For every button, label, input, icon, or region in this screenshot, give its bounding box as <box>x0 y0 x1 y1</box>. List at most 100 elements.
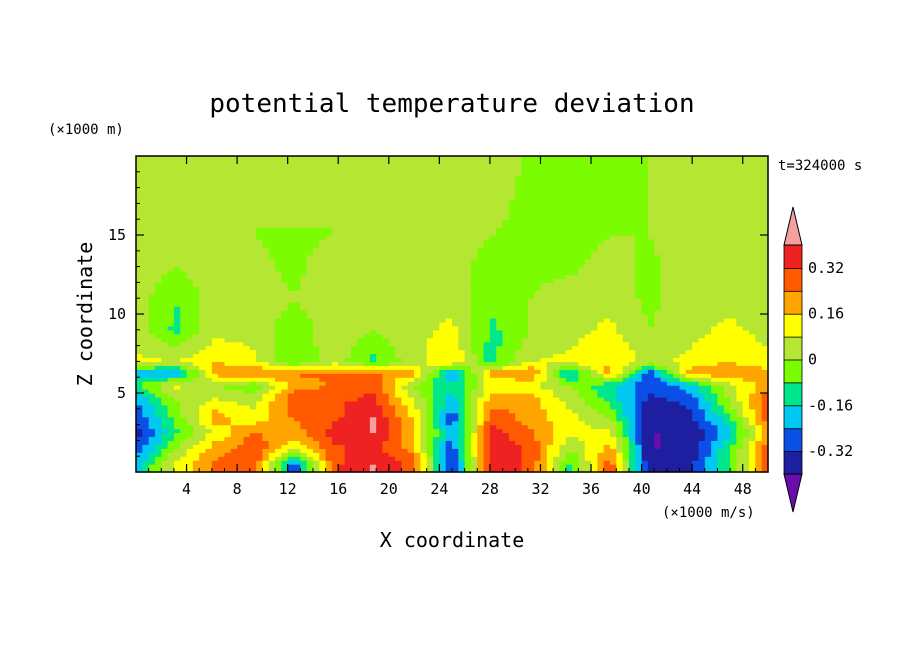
heatmap-cell <box>641 373 649 378</box>
heatmap-cell <box>407 278 415 283</box>
heatmap-cell <box>591 448 598 453</box>
heatmap-cell <box>496 306 504 311</box>
heatmap-cell <box>622 389 630 394</box>
heatmap-cell <box>452 377 459 382</box>
heatmap-cell <box>262 278 270 283</box>
heatmap-cell <box>369 353 377 359</box>
heatmap-cell <box>433 460 440 465</box>
heatmap-cell <box>470 317 478 323</box>
heatmap-cell <box>312 396 320 402</box>
heatmap-cell <box>717 349 725 355</box>
heatmap-cell <box>148 321 156 327</box>
heatmap-cell <box>717 306 725 311</box>
heatmap-cell <box>470 404 478 410</box>
heatmap-cell <box>698 408 706 414</box>
heatmap-cell <box>534 333 542 339</box>
heatmap-cell <box>559 412 567 418</box>
heatmap-cell <box>578 365 586 370</box>
heatmap-cell <box>344 349 352 355</box>
heatmap-cell <box>445 448 453 453</box>
heatmap-cell <box>666 333 674 339</box>
heatmap-cell <box>496 460 504 465</box>
heatmap-cell <box>603 310 611 315</box>
heatmap-cell <box>452 381 459 386</box>
heatmap-cell <box>635 365 643 370</box>
heatmap-cell <box>717 357 725 362</box>
heatmap-cell <box>407 444 415 449</box>
heatmap-cell <box>603 396 611 402</box>
heatmap-cell <box>502 282 510 287</box>
heatmap-cell <box>268 341 276 347</box>
heatmap-cell <box>464 468 472 473</box>
heatmap-cell <box>553 333 561 339</box>
heatmap-cell <box>603 381 611 386</box>
heatmap-cell <box>167 396 175 402</box>
heatmap-cell <box>275 278 282 283</box>
heatmap-cell <box>180 282 188 287</box>
heatmap-cell <box>186 337 194 343</box>
heatmap-cell <box>502 389 510 394</box>
heatmap-cell <box>660 337 668 343</box>
heatmap-cell <box>666 357 674 362</box>
heatmap-cell <box>426 302 434 307</box>
heatmap-cell <box>553 385 561 390</box>
heatmap-cell <box>730 440 737 445</box>
heatmap-cell <box>698 317 706 323</box>
heatmap-cell <box>312 440 320 445</box>
heatmap-cell <box>584 306 592 311</box>
heatmap-cell <box>660 345 668 351</box>
heatmap-cell <box>331 412 339 418</box>
heatmap-cell <box>154 298 162 303</box>
heatmap-cell <box>173 321 181 327</box>
heatmap-cell <box>540 396 548 402</box>
heatmap-cell <box>628 436 636 441</box>
heatmap-cell <box>610 325 617 331</box>
heatmap-cell <box>730 278 737 283</box>
heatmap-cell <box>660 412 668 418</box>
heatmap-cell <box>591 306 598 311</box>
heatmap-cell <box>420 468 428 473</box>
heatmap-cell <box>142 448 150 453</box>
heatmap-cell <box>508 286 516 291</box>
heatmap-cell <box>167 432 175 438</box>
heatmap-cell <box>553 274 561 280</box>
heatmap-cell <box>673 278 681 283</box>
heatmap-cell <box>679 290 687 295</box>
heatmap-cell <box>641 278 649 283</box>
heatmap-cell <box>628 302 636 307</box>
heatmap-cell <box>312 337 320 343</box>
heatmap-cell <box>723 314 731 319</box>
heatmap-cell <box>192 416 200 422</box>
heatmap-cell <box>414 278 421 283</box>
heatmap-cell <box>414 282 421 287</box>
heatmap-cell <box>161 361 169 366</box>
heatmap-cell <box>306 317 314 323</box>
heatmap-cell <box>698 278 706 283</box>
heatmap-cell <box>136 381 143 386</box>
heatmap-cell <box>591 278 598 283</box>
heatmap-cell <box>300 373 308 378</box>
heatmap-cell <box>287 412 295 418</box>
heatmap-cell <box>477 452 485 457</box>
heatmap-cell <box>515 396 523 402</box>
heatmap-cell <box>749 325 756 331</box>
heatmap-cell <box>325 468 333 473</box>
heatmap-cell <box>300 282 308 287</box>
heatmap-cell <box>527 420 535 426</box>
heatmap-cell <box>312 420 320 426</box>
heatmap-cell <box>224 337 232 343</box>
heatmap-cell <box>761 306 769 311</box>
heatmap-cell <box>483 369 491 374</box>
heatmap-cell <box>679 274 687 280</box>
heatmap-cell <box>489 412 497 418</box>
heatmap-cell <box>445 432 453 438</box>
heatmap-cell <box>464 321 472 327</box>
heatmap-cell <box>654 428 662 434</box>
heatmap-cell <box>376 357 384 362</box>
heatmap-cell <box>464 404 472 410</box>
heatmap-cell <box>262 349 270 355</box>
heatmap-cell <box>363 456 371 461</box>
heatmap-cell <box>527 464 535 469</box>
heatmap-cell <box>692 385 700 390</box>
heatmap-cell <box>382 460 390 465</box>
